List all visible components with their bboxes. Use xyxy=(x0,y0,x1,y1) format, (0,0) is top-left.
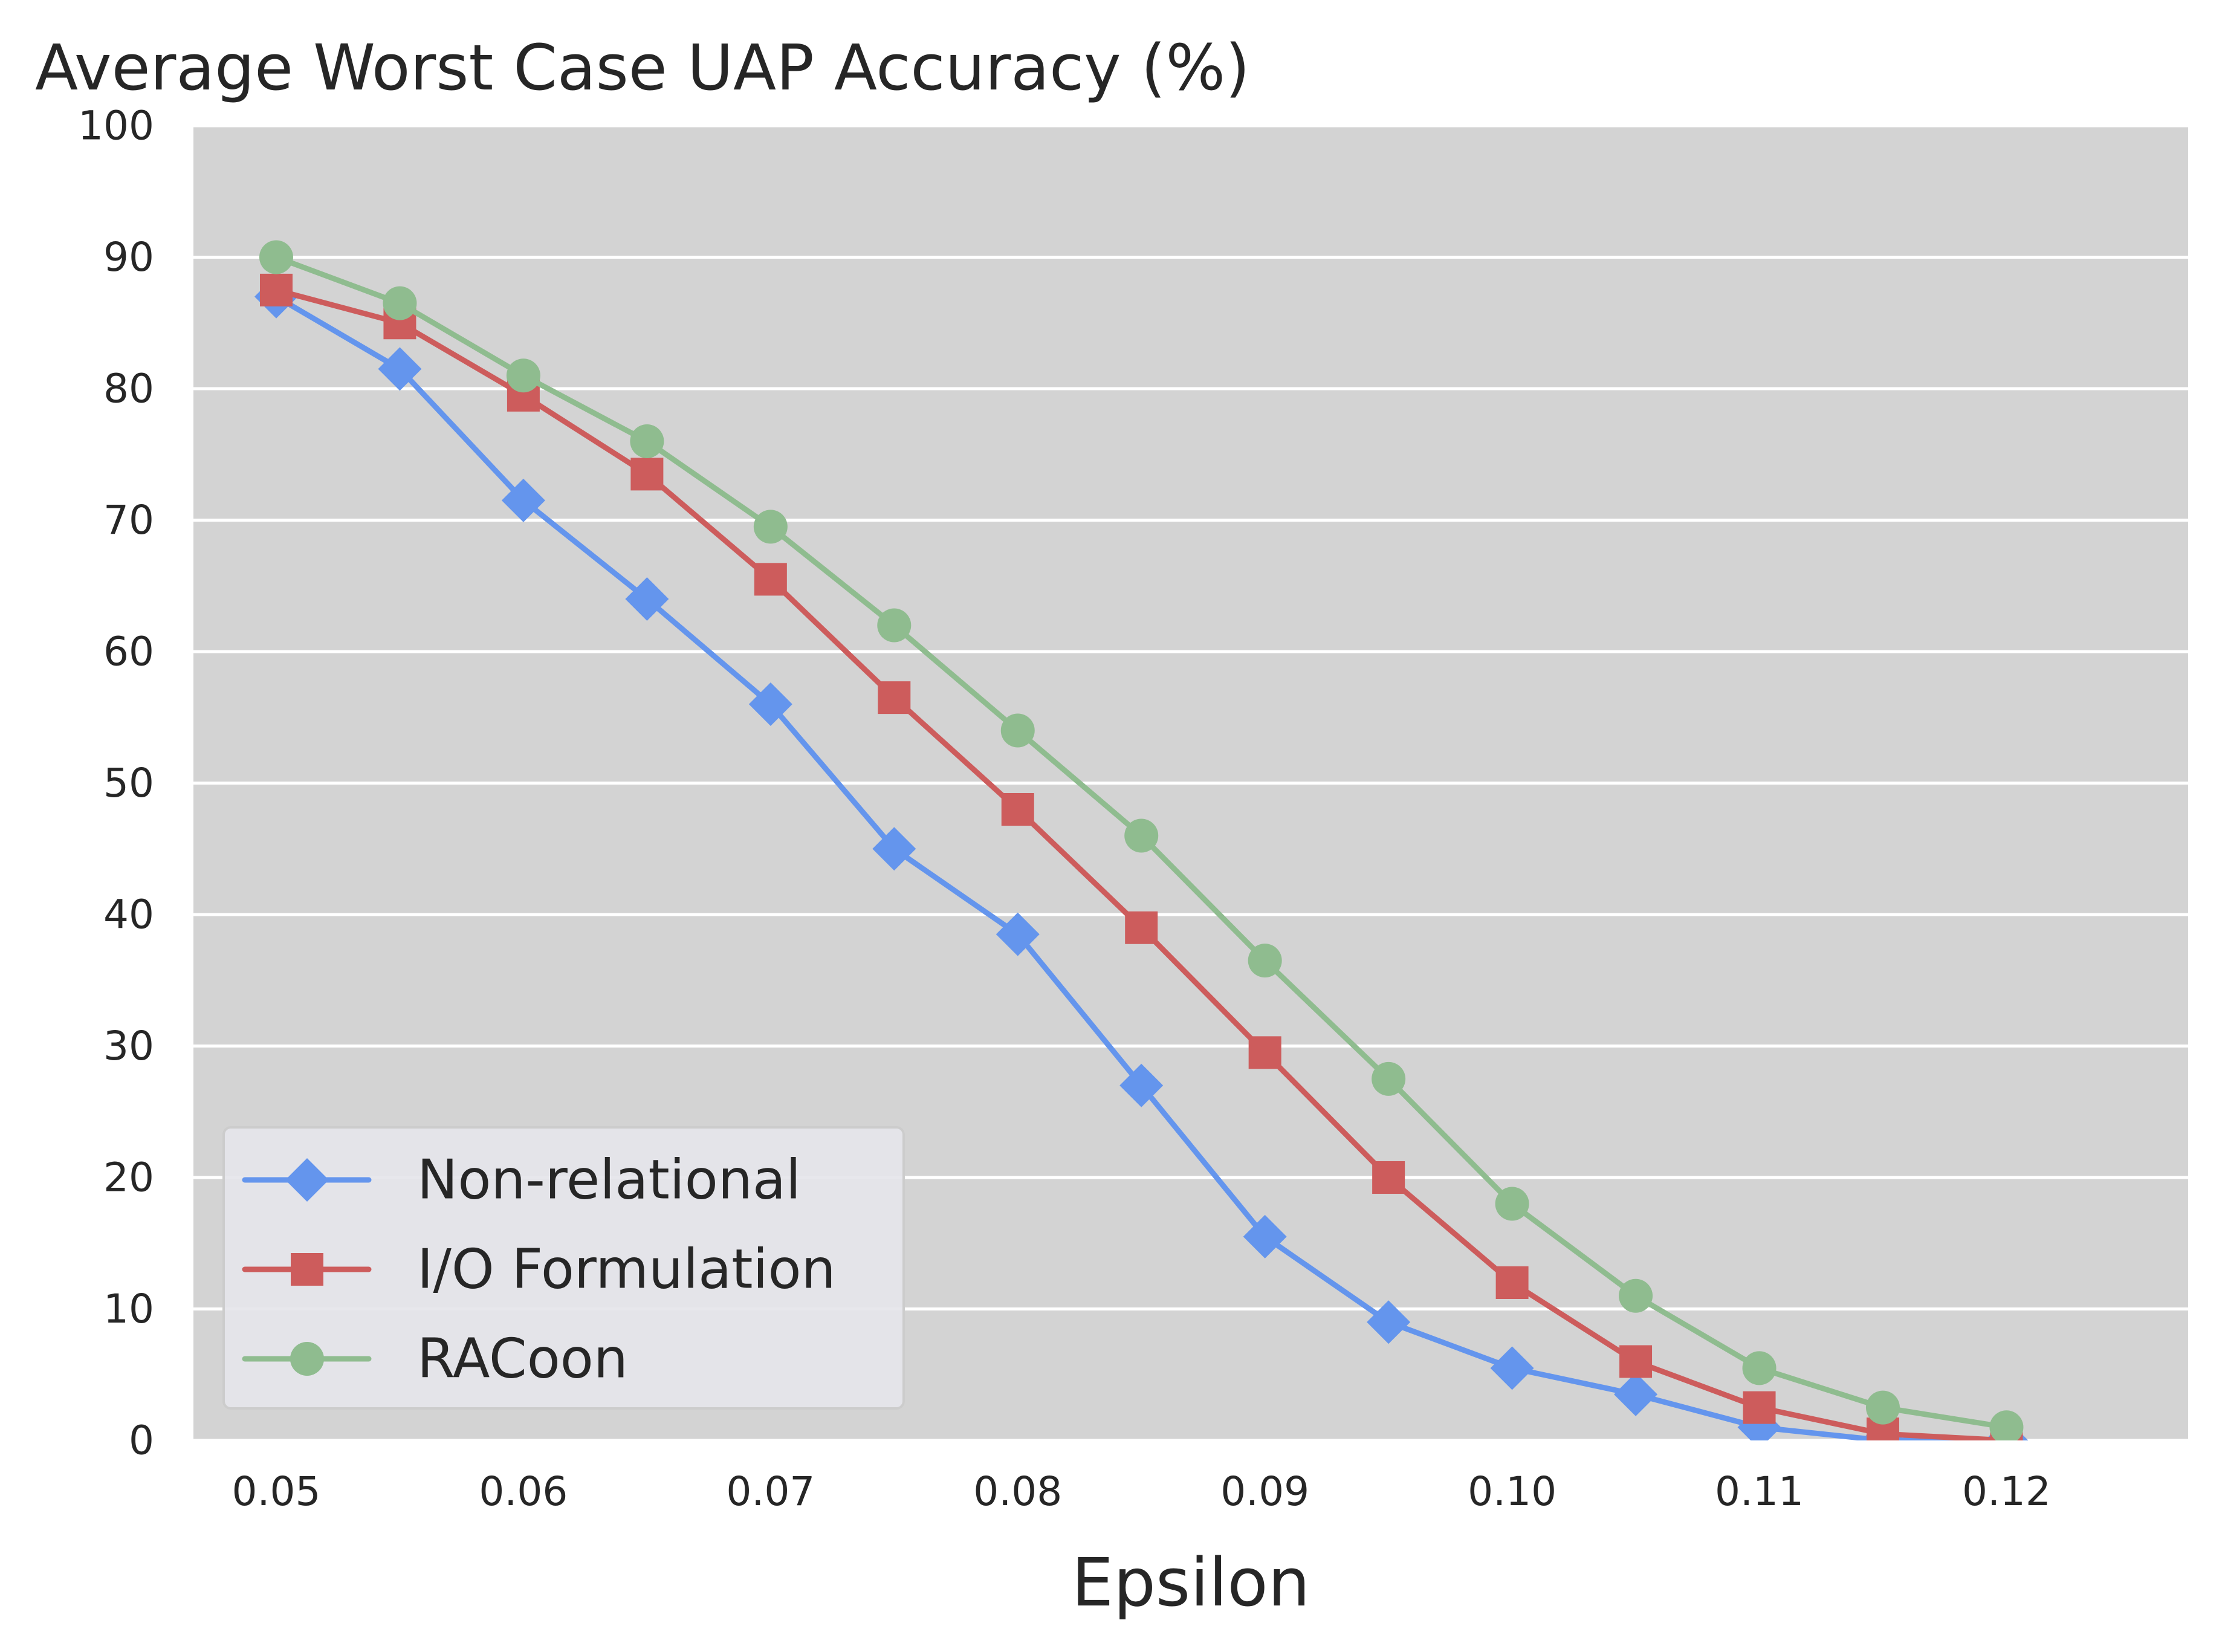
series-racoon xyxy=(259,240,2024,1440)
data-point-racoon xyxy=(259,240,293,274)
data-point-i-o-formulation xyxy=(1619,1345,1653,1378)
x-tick-label: 0.08 xyxy=(973,1468,1062,1515)
data-point-racoon xyxy=(630,424,664,458)
y-tick-label: 20 xyxy=(103,1155,154,1201)
data-point-racoon xyxy=(1000,713,1035,748)
data-point-racoon xyxy=(1989,1410,2024,1440)
x-tick-label: 0.11 xyxy=(1715,1468,1804,1515)
x-tick-label: 0.12 xyxy=(1962,1468,2051,1515)
x-tick-label: 0.06 xyxy=(479,1468,568,1515)
data-point-i-o-formulation xyxy=(1495,1266,1529,1299)
legend-item-racoon: RACoon xyxy=(242,1327,628,1391)
legend-box xyxy=(222,1126,905,1410)
data-point-racoon xyxy=(753,510,788,544)
y-axis-ticks: 0 10 20 30 40 50 60 70 80 90 100 xyxy=(78,103,154,1464)
legend-item-i-o-formulation: I/O Formulation xyxy=(242,1238,836,1301)
data-point-i-o-formulation xyxy=(1248,1036,1281,1069)
x-axis-ticks: 0.05 0.06 0.07 0.08 0.09 0.10 0.11 0.12 xyxy=(232,1468,2051,1515)
y-tick-label: 90 xyxy=(103,234,154,280)
legend-label-non-relational: Non-relational xyxy=(417,1148,801,1212)
data-point-non-relational xyxy=(872,827,916,871)
data-point-i-o-formulation xyxy=(630,458,664,491)
data-point-racoon xyxy=(877,608,912,643)
legend-item-non-relational: Non-relational xyxy=(242,1148,801,1212)
x-tick-label: 0.05 xyxy=(232,1468,321,1515)
series-layer xyxy=(254,240,2029,1440)
data-point-non-relational xyxy=(378,347,422,391)
data-point-racoon xyxy=(1619,1278,1653,1313)
data-point-racoon xyxy=(1372,1061,1406,1096)
data-point-racoon xyxy=(383,286,417,320)
y-tick-label: 100 xyxy=(78,103,154,149)
y-tick-label: 70 xyxy=(103,497,154,543)
legend-label-racoon: RACoon xyxy=(417,1327,628,1391)
legend-label-i-o-formulation: I/O Formulation xyxy=(417,1238,836,1301)
y-tick-label: 80 xyxy=(103,366,154,412)
y-tick-label: 0 xyxy=(129,1417,154,1464)
x-tick-label: 0.09 xyxy=(1220,1468,1309,1515)
data-point-non-relational xyxy=(996,912,1040,956)
data-point-i-o-formulation xyxy=(1125,911,1158,944)
y-tick-label: 10 xyxy=(103,1286,154,1332)
x-axis-label: Epsilon xyxy=(1072,1544,1310,1621)
data-point-i-o-formulation xyxy=(259,273,293,306)
data-point-non-relational xyxy=(1119,1063,1164,1107)
data-point-racoon xyxy=(1742,1351,1777,1385)
data-point-non-relational xyxy=(1243,1214,1287,1258)
data-point-i-o-formulation xyxy=(878,681,911,714)
data-point-i-o-formulation xyxy=(754,563,787,596)
legend-marker-i-o-formulation xyxy=(291,1253,323,1286)
x-tick-label: 0.07 xyxy=(726,1468,815,1515)
y-tick-label: 50 xyxy=(103,760,154,806)
data-point-i-o-formulation xyxy=(1372,1161,1405,1194)
data-point-non-relational xyxy=(501,478,545,522)
y-tick-label: 40 xyxy=(103,892,154,938)
data-point-non-relational xyxy=(748,682,792,726)
x-tick-label: 0.10 xyxy=(1468,1468,1556,1515)
data-point-i-o-formulation xyxy=(1001,793,1034,826)
data-point-racoon xyxy=(1124,818,1159,853)
data-point-non-relational xyxy=(1490,1346,1534,1390)
data-point-non-relational xyxy=(625,577,669,621)
data-point-racoon xyxy=(1495,1187,1529,1221)
data-point-i-o-formulation xyxy=(1743,1391,1776,1424)
data-point-racoon xyxy=(1248,944,1282,978)
data-point-non-relational xyxy=(1367,1300,1411,1344)
data-point-non-relational xyxy=(1614,1372,1658,1416)
y-tick-label: 60 xyxy=(103,629,154,675)
legend-marker-non-relational xyxy=(285,1158,329,1202)
chart-title: Average Worst Case UAP Accuracy (%) xyxy=(35,31,1250,105)
data-point-racoon xyxy=(506,358,540,393)
data-point-racoon xyxy=(1865,1390,1900,1425)
legend-marker-racoon xyxy=(290,1342,324,1376)
legend: Non-relational I/O Formulation RACoon xyxy=(222,1126,905,1410)
y-tick-label: 30 xyxy=(103,1023,154,1069)
